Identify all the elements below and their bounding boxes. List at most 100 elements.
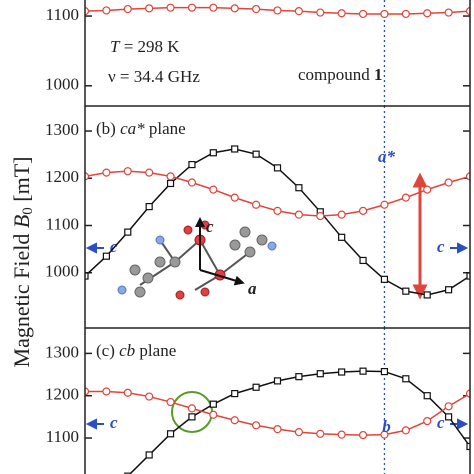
marker bbox=[166, 397, 175, 407]
y-tick-label: 1200 bbox=[45, 167, 79, 186]
marker bbox=[252, 421, 261, 430]
reference-label: a* bbox=[378, 147, 396, 166]
marker bbox=[359, 367, 367, 375]
marker bbox=[102, 6, 111, 15]
temperature: T = 298 K bbox=[110, 37, 180, 56]
marker bbox=[166, 179, 175, 188]
marker bbox=[402, 287, 410, 295]
molecule-inset bbox=[117, 217, 277, 300]
marker bbox=[466, 442, 470, 451]
marker bbox=[294, 210, 303, 219]
marker bbox=[273, 164, 282, 172]
marker bbox=[423, 9, 432, 18]
direction-label: c bbox=[110, 237, 118, 256]
marker bbox=[85, 387, 90, 396]
inset-axis: c bbox=[206, 217, 214, 236]
panel-label: (c) cb plane bbox=[96, 341, 176, 360]
y-tick-label: 1300 bbox=[45, 342, 79, 361]
marker bbox=[358, 430, 368, 440]
series-line bbox=[128, 370, 470, 474]
marker bbox=[445, 286, 453, 294]
y-tick-label: 1000 bbox=[45, 75, 79, 94]
marker bbox=[145, 168, 154, 177]
marker bbox=[295, 184, 303, 192]
marker bbox=[294, 428, 303, 437]
y-tick-label: 1100 bbox=[46, 214, 79, 233]
marker bbox=[380, 9, 389, 19]
frequency: ν = 34.4 GHz bbox=[108, 67, 200, 86]
marker bbox=[209, 400, 217, 408]
plot-area bbox=[85, 0, 470, 106]
marker bbox=[145, 4, 154, 13]
frame bbox=[84, 0, 471, 474]
marker bbox=[102, 168, 111, 177]
plot-area bbox=[85, 328, 470, 474]
marker bbox=[337, 210, 346, 219]
marker bbox=[252, 200, 261, 209]
marker bbox=[102, 387, 111, 396]
marker bbox=[209, 3, 218, 12]
marker bbox=[166, 172, 175, 181]
marker bbox=[423, 185, 432, 194]
y-tick-label: 1200 bbox=[45, 385, 79, 404]
marker bbox=[187, 404, 197, 413]
marker bbox=[358, 206, 368, 215]
marker bbox=[444, 8, 453, 17]
marker bbox=[123, 167, 132, 176]
marker bbox=[465, 172, 470, 181]
marker bbox=[359, 256, 367, 265]
y-axis-label: Magnetic Field B0 [mT] bbox=[9, 157, 39, 368]
marker bbox=[402, 375, 410, 383]
marker bbox=[252, 4, 261, 14]
marker bbox=[230, 416, 239, 425]
marker bbox=[102, 252, 110, 260]
marker bbox=[252, 383, 260, 391]
marker bbox=[85, 172, 90, 181]
marker bbox=[423, 392, 431, 400]
marker bbox=[230, 4, 239, 13]
marker bbox=[316, 8, 325, 17]
y-tick-label: 1300 bbox=[45, 120, 79, 139]
marker bbox=[123, 4, 132, 14]
direction-label: c bbox=[110, 413, 118, 432]
marker bbox=[316, 429, 325, 438]
marker bbox=[337, 9, 346, 18]
marker bbox=[423, 291, 431, 299]
marker bbox=[445, 413, 453, 421]
marker bbox=[466, 272, 470, 280]
marker bbox=[316, 211, 325, 221]
marker bbox=[85, 272, 89, 280]
marker bbox=[273, 425, 282, 434]
marker bbox=[465, 7, 470, 16]
marker bbox=[444, 402, 453, 411]
marker bbox=[187, 178, 197, 187]
marker bbox=[209, 410, 218, 419]
marker bbox=[401, 426, 410, 435]
plot-area bbox=[85, 106, 470, 328]
panel-label: (b) ca* plane bbox=[96, 119, 186, 138]
marker bbox=[209, 185, 218, 194]
marker bbox=[295, 373, 303, 381]
marker bbox=[273, 6, 282, 15]
marker bbox=[316, 370, 324, 378]
y-tick-label: 1000 bbox=[45, 262, 79, 281]
marker bbox=[231, 145, 239, 153]
marker bbox=[252, 150, 260, 158]
marker bbox=[294, 7, 303, 16]
marker bbox=[380, 367, 389, 376]
compound: compound 1 bbox=[298, 65, 383, 84]
y-tick-label: 1100 bbox=[46, 427, 79, 446]
marker bbox=[401, 9, 410, 19]
marker bbox=[187, 3, 197, 12]
inset-axis: a bbox=[248, 279, 257, 298]
marker bbox=[338, 368, 346, 376]
marker bbox=[401, 193, 410, 202]
y-tick-label: 1100 bbox=[46, 5, 79, 24]
marker bbox=[380, 275, 389, 283]
marker bbox=[166, 430, 175, 438]
marker bbox=[423, 417, 432, 426]
marker bbox=[124, 228, 132, 236]
marker bbox=[444, 178, 453, 187]
marker bbox=[188, 160, 196, 169]
